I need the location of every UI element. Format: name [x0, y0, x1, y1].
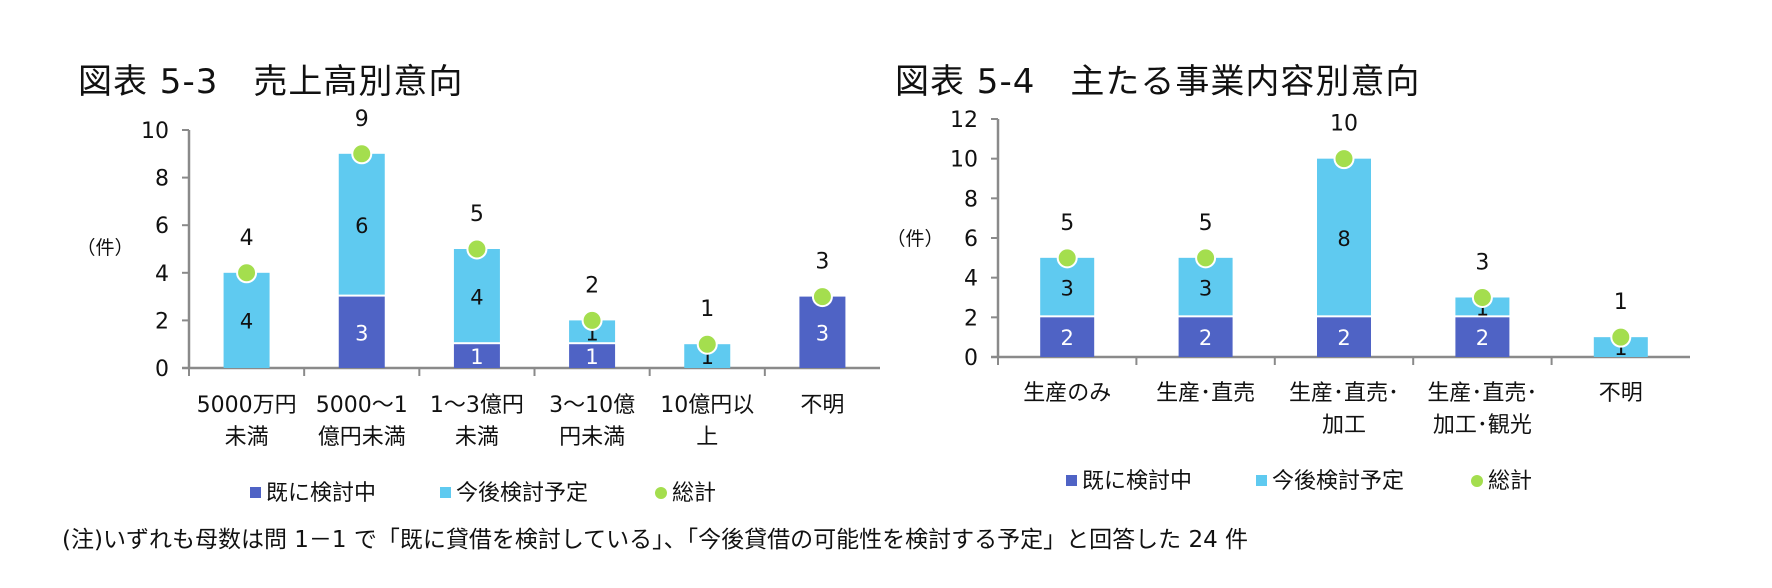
total-label: 2	[585, 273, 599, 298]
legend-label-already: 既に検討中	[1082, 469, 1192, 494]
total-marker	[1333, 148, 1355, 170]
x-category-label: 円未満	[559, 425, 625, 450]
y-tick-label: 4	[964, 267, 978, 292]
bar-label-future: 6	[355, 214, 368, 238]
y-tick-label: 10	[950, 148, 978, 173]
y-tick-label: 10	[141, 119, 169, 144]
bar-label-future: 3	[1061, 277, 1074, 301]
total-label: 5	[1060, 211, 1074, 236]
bar-already	[453, 344, 500, 368]
total-marker	[811, 286, 833, 308]
total-marker	[581, 309, 603, 331]
bar-already	[799, 296, 846, 368]
y-tick-label: 6	[155, 214, 169, 239]
x-category-label: 未満	[455, 425, 499, 450]
x-category-label: 5000万円	[197, 393, 297, 418]
total-marker	[696, 333, 718, 355]
total-marker	[351, 143, 373, 165]
footnote: (注)いずれも母数は問 1－1 で「既に貸借を検討している」、「今後貸借の可能性…	[62, 527, 1249, 553]
total-marker	[1471, 287, 1493, 308]
x-category-label: 加工	[1322, 413, 1366, 438]
bar-label-already: 2	[1199, 326, 1212, 350]
total-label: 10	[1330, 112, 1358, 137]
x-category-label: 3～10億	[549, 393, 635, 418]
legend-swatch-already	[1066, 475, 1077, 486]
y-tick-label: 0	[964, 346, 978, 371]
legend-label-already: 既に検討中	[266, 481, 376, 506]
y-axis-label: （件）	[76, 237, 133, 259]
y-tick-label: 2	[155, 309, 169, 334]
bar-future	[569, 320, 616, 343]
bar-label-already: 2	[1061, 326, 1074, 350]
x-category-label: 生産･直売･	[1427, 381, 1537, 406]
bar-label-already: 1	[470, 345, 483, 369]
total-label: 1	[1614, 290, 1628, 315]
bar-already	[1455, 317, 1510, 357]
bar-already	[1040, 317, 1095, 357]
bar-label-already: 3	[355, 321, 368, 345]
x-category-label: 5000～1	[316, 393, 408, 418]
chart-title-business: 図表 5-4 主たる事業内容別意向	[895, 62, 1421, 102]
bar-already	[1317, 317, 1371, 357]
y-tick-label: 4	[155, 262, 169, 287]
x-category-label: 未満	[225, 425, 269, 450]
bar-label-future: 3	[1199, 277, 1212, 301]
x-category-label: 10億円以	[660, 393, 754, 418]
x-category-label: 生産･直売･	[1289, 381, 1399, 406]
y-tick-label: 12	[950, 108, 978, 133]
legend-label-future: 今後検討予定	[456, 481, 588, 506]
total-label: 4	[240, 226, 254, 251]
x-category-label: 不明	[1599, 381, 1643, 406]
bar-label-future: 4	[470, 286, 483, 310]
legend-swatch-future	[1256, 475, 1267, 486]
total-label: 5	[1199, 211, 1213, 236]
bar-label-future: 8	[1337, 227, 1350, 251]
total-label: 9	[355, 107, 369, 132]
legend-label-future: 今後検討予定	[1272, 469, 1404, 494]
y-tick-label: 8	[964, 187, 978, 212]
bar-label-future: 4	[240, 309, 253, 333]
bar-future	[338, 153, 385, 295]
x-category-label: 上	[696, 425, 718, 450]
total-marker	[1610, 326, 1632, 348]
total-label: 1	[700, 297, 714, 322]
y-axis-label: （件）	[886, 228, 943, 250]
x-category-label: 億円未満	[318, 425, 406, 450]
legend-label-total: 総計	[672, 481, 716, 506]
bar-label-already: 3	[816, 321, 829, 345]
bar-label-already: 2	[1476, 326, 1489, 350]
x-category-label: 1～3億円	[430, 393, 524, 418]
legend-swatch-total	[1471, 475, 1483, 487]
y-tick-label: 8	[155, 167, 169, 192]
x-category-label: 加工･観光	[1433, 413, 1532, 438]
total-label: 3	[815, 250, 829, 275]
x-category-label: 不明	[800, 393, 844, 418]
total-marker	[1195, 247, 1217, 269]
bar-future	[1317, 158, 1371, 316]
x-category-label: 生産のみ	[1023, 381, 1111, 406]
total-label: 3	[1475, 251, 1489, 276]
legend-swatch-already	[250, 487, 261, 498]
total-label: 5	[470, 202, 484, 227]
bar-already	[338, 296, 385, 368]
chart-title-sales: 図表 5-3 売上高別意向	[78, 62, 464, 102]
legend-swatch-future	[440, 487, 451, 498]
legend-label-total: 総計	[1488, 469, 1532, 494]
bar-future	[684, 344, 731, 368]
total-marker	[466, 238, 488, 260]
legend-swatch-total	[655, 487, 667, 499]
x-category-label: 生産･直売	[1156, 381, 1255, 406]
bar-future	[453, 249, 500, 343]
bar-label-already: 2	[1337, 326, 1350, 350]
y-tick-label: 0	[155, 357, 169, 382]
bar-future	[223, 272, 270, 368]
bar-already	[1178, 317, 1233, 357]
y-tick-label: 6	[964, 227, 978, 252]
bar-already	[569, 344, 616, 368]
total-marker	[1056, 247, 1078, 269]
y-tick-label: 2	[964, 306, 978, 331]
total-marker	[236, 262, 258, 284]
bar-label-already: 1	[585, 345, 598, 369]
